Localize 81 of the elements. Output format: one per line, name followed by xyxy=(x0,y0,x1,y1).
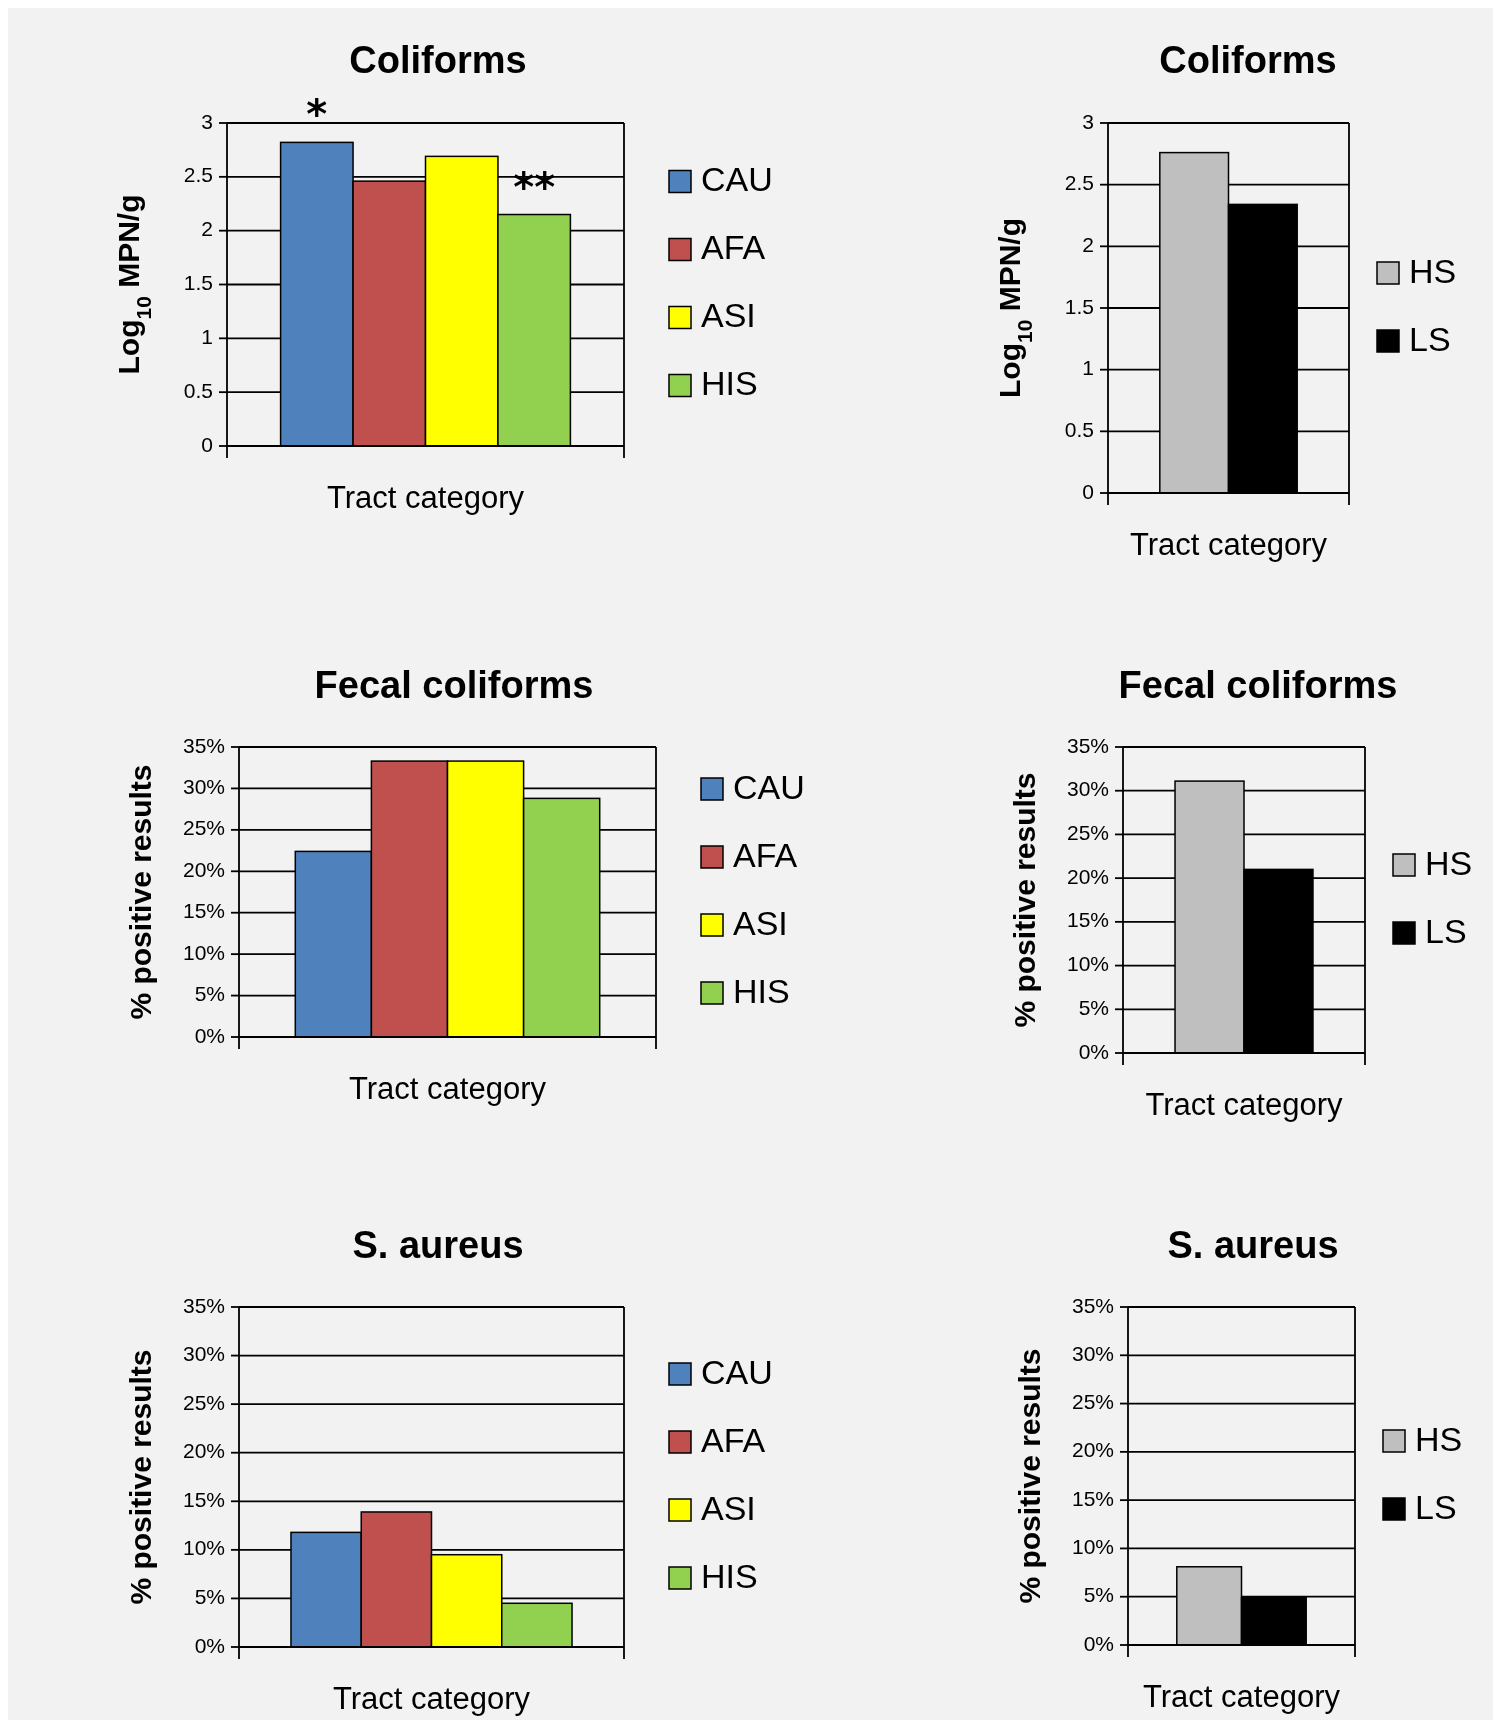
y-axis-title: % positive results xyxy=(124,1349,157,1605)
y-tick-label: 30% xyxy=(182,1342,225,1366)
y-tick-label: 10% xyxy=(1071,1534,1114,1558)
legend-label: CAU xyxy=(701,1352,773,1391)
legend-label: HIS xyxy=(701,1556,758,1595)
x-axis-title: Tract category xyxy=(349,1071,547,1106)
y-tick-label: 5% xyxy=(1078,995,1109,1019)
chart-title: S. aureus xyxy=(352,1224,524,1267)
y-tick-label: 10% xyxy=(182,940,225,964)
legend-label: LS xyxy=(1425,911,1467,950)
legend-label: LS xyxy=(1409,319,1451,358)
chart-title: Coliforms xyxy=(349,39,527,82)
chart-title: Fecal coliforms xyxy=(314,664,594,707)
y-tick-label: 25% xyxy=(182,816,225,840)
y-tick-label: 2 xyxy=(201,217,213,241)
y-tick-label: 5% xyxy=(194,982,225,1006)
y-tick-label: 0% xyxy=(1083,1631,1114,1655)
legend-label: CAU xyxy=(733,767,805,806)
legend-label: AFA xyxy=(733,835,798,874)
y-tick-label: 1 xyxy=(201,324,213,348)
y-tick-label: 2.5 xyxy=(183,163,213,187)
y-tick-label: 1.5 xyxy=(1064,294,1094,318)
x-axis-title: Tract category xyxy=(1145,1087,1343,1122)
legend-label: HS xyxy=(1409,251,1457,290)
y-tick-label: 15% xyxy=(1066,908,1109,932)
y-tick-label: 0 xyxy=(1082,479,1094,503)
legend-label: HS xyxy=(1415,1419,1463,1458)
y-tick-label: 1.5 xyxy=(183,271,213,295)
y-tick-label: 30% xyxy=(1071,1341,1114,1365)
legend-label: ASI xyxy=(701,1488,756,1527)
legend-label: HIS xyxy=(701,364,758,403)
y-tick-label: 15% xyxy=(182,1487,225,1511)
y-tick-label: 10% xyxy=(1066,952,1109,976)
legend-label: ASI xyxy=(733,903,788,942)
y-tick-label: 3 xyxy=(1082,109,1094,133)
y-tick-label: 0% xyxy=(194,1023,225,1047)
x-axis-title: Tract category xyxy=(333,1681,531,1716)
y-tick-label: 25% xyxy=(182,1390,225,1414)
y-axis-title: % positive results xyxy=(124,764,157,1020)
y-tick-label: 0 xyxy=(201,432,213,456)
x-axis-title: Tract category xyxy=(327,480,525,515)
y-tick-label: 3 xyxy=(201,109,213,133)
y-tick-label: 2 xyxy=(1082,232,1094,256)
legend-label: LS xyxy=(1415,1487,1457,1526)
x-axis-title: Tract category xyxy=(1130,527,1328,562)
y-tick-label: 30% xyxy=(1066,777,1109,801)
y-tick-label: 0% xyxy=(1078,1039,1109,1063)
y-tick-label: 5% xyxy=(194,1584,225,1608)
y-tick-label: 35% xyxy=(182,1293,225,1317)
chart-title: Coliforms xyxy=(1159,39,1337,82)
legend-label: AFA xyxy=(701,1420,766,1459)
legend-label: HS xyxy=(1425,843,1473,882)
chart-title: S. aureus xyxy=(1167,1224,1339,1267)
y-tick-label: 0.5 xyxy=(1064,417,1094,441)
y-tick-label: 20% xyxy=(1071,1438,1114,1462)
y-axis-title: % positive results xyxy=(1008,772,1041,1028)
legend-label: AFA xyxy=(701,228,766,267)
y-tick-label: 2.5 xyxy=(1064,171,1094,195)
x-axis-title: Tract category xyxy=(1143,1679,1341,1714)
legend-label: CAU xyxy=(701,160,773,199)
y-tick-label: 0.5 xyxy=(183,378,213,402)
legend-label: HIS xyxy=(733,971,790,1010)
y-tick-label: 25% xyxy=(1066,820,1109,844)
y-tick-label: 15% xyxy=(182,899,225,923)
y-tick-label: 15% xyxy=(1071,1486,1114,1510)
y-tick-label: 35% xyxy=(1071,1293,1114,1317)
y-tick-label: 35% xyxy=(182,733,225,757)
y-tick-label: 20% xyxy=(182,1439,225,1463)
y-tick-label: 35% xyxy=(1066,733,1109,757)
chart-title: Fecal coliforms xyxy=(1118,664,1398,707)
y-tick-label: 25% xyxy=(1071,1390,1114,1414)
y-tick-label: 20% xyxy=(1066,864,1109,888)
y-tick-label: 1 xyxy=(1082,356,1094,380)
y-tick-label: 10% xyxy=(182,1536,225,1560)
y-tick-label: 20% xyxy=(182,857,225,881)
y-tick-label: 0% xyxy=(194,1633,225,1657)
legend-label: ASI xyxy=(701,296,756,335)
y-tick-label: 5% xyxy=(1083,1583,1114,1607)
annotation: * xyxy=(306,91,328,138)
y-axis-title: % positive results xyxy=(1013,1348,1046,1604)
y-tick-label: 30% xyxy=(182,774,225,798)
